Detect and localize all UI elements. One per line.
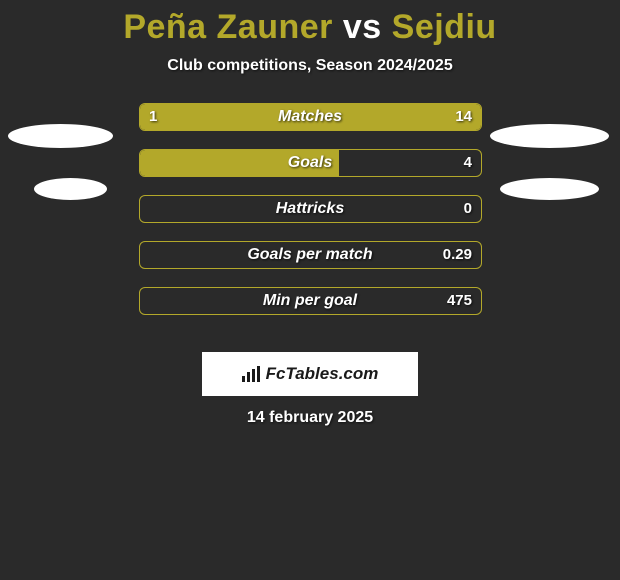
stat-row: Hattricks0 xyxy=(0,195,620,223)
stat-label: Min per goal xyxy=(0,287,620,315)
stat-row: Min per goal475 xyxy=(0,287,620,315)
stat-row: Goals per match0.29 xyxy=(0,241,620,269)
stat-value-right: 14 xyxy=(455,103,472,131)
page-title: Peña Zauner vs Sejdiu xyxy=(0,0,620,47)
title-player2: Sejdiu xyxy=(392,8,497,46)
subtitle: Club competitions, Season 2024/2025 xyxy=(0,57,620,75)
title-player1: Peña Zauner xyxy=(123,8,333,46)
decorative-ellipse xyxy=(34,178,107,200)
decorative-ellipse xyxy=(500,178,599,200)
date-text: 14 february 2025 xyxy=(0,409,620,427)
decorative-ellipse xyxy=(490,124,609,148)
title-vs: vs xyxy=(343,8,382,46)
stat-row: Goals4 xyxy=(0,149,620,177)
chart-icon xyxy=(242,366,262,382)
stat-value-right: 4 xyxy=(464,149,472,177)
stat-value-right: 0 xyxy=(464,195,472,223)
stat-value-right: 475 xyxy=(447,287,472,315)
source-badge: FcTables.com xyxy=(202,352,418,396)
stat-value-left: 1 xyxy=(149,103,157,131)
stat-label: Goals xyxy=(0,149,620,177)
comparison-infographic: Peña Zauner vs Sejdiu Club competitions,… xyxy=(0,0,620,580)
decorative-ellipse xyxy=(8,124,113,148)
source-badge-text: FcTables.com xyxy=(266,364,379,383)
stat-value-right: 0.29 xyxy=(443,241,472,269)
stat-label: Hattricks xyxy=(0,195,620,223)
stat-label: Goals per match xyxy=(0,241,620,269)
